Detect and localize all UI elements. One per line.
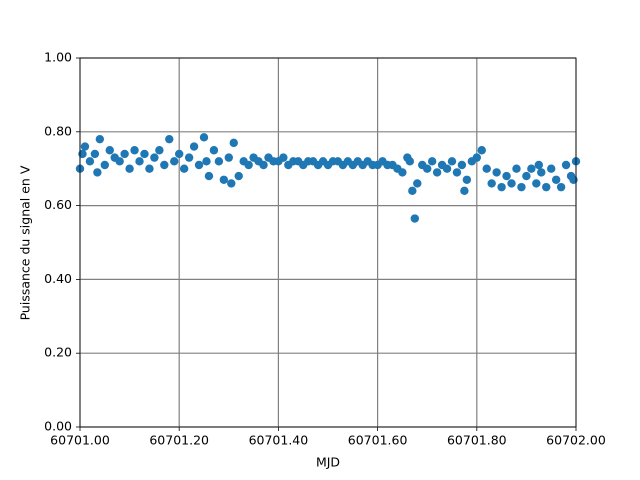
data-point (140, 149, 149, 159)
data-point (202, 157, 211, 166)
data-point (405, 157, 415, 166)
data-point (462, 175, 472, 184)
data-point (229, 138, 238, 148)
data-point (556, 182, 566, 192)
data-point (78, 149, 87, 159)
data-point (410, 214, 419, 223)
data-point (487, 179, 496, 188)
data-point (175, 149, 184, 159)
plot-frame (79, 57, 577, 428)
data-point (472, 153, 481, 162)
data-point (234, 171, 243, 181)
data-point (432, 168, 442, 177)
y-tick-label: 0.40 (44, 271, 72, 286)
data-point (130, 146, 139, 155)
data-point (427, 157, 437, 166)
data-point (569, 175, 578, 184)
data-point (398, 168, 407, 177)
data-point (447, 157, 457, 166)
y-tick-label: 0.20 (44, 345, 72, 360)
data-point (214, 157, 224, 166)
data-point (512, 164, 521, 173)
data-point (85, 157, 95, 166)
data-point (115, 157, 124, 166)
data-point (452, 168, 462, 177)
data-point (413, 179, 422, 188)
data-point (551, 175, 561, 184)
data-point (93, 168, 102, 177)
x-tick-label: 60701.40 (249, 433, 309, 448)
data-point (170, 157, 179, 166)
data-point (125, 164, 134, 173)
data-point (542, 182, 551, 192)
data-point (408, 186, 417, 196)
data-point (160, 160, 169, 170)
x-axis-label: MJD (316, 455, 340, 470)
data-point (165, 134, 174, 144)
data-point (135, 157, 144, 166)
data-point (105, 146, 114, 155)
data-point (502, 171, 511, 181)
data-point (457, 160, 467, 170)
data-point (120, 149, 129, 159)
data-point (145, 164, 154, 173)
data-point (492, 168, 501, 177)
data-point (532, 179, 541, 188)
data-point (460, 186, 469, 196)
data-point (189, 142, 199, 151)
data-point (482, 164, 491, 173)
data-point (534, 160, 543, 170)
x-tick-label: 60701.20 (149, 433, 209, 448)
data-point (80, 142, 90, 151)
data-point (227, 179, 236, 188)
data-point (199, 133, 209, 142)
y-tick-label: 0.60 (44, 197, 72, 212)
data-point (442, 164, 452, 173)
data-point (209, 146, 219, 155)
data-point (194, 160, 204, 170)
data-point (522, 171, 531, 181)
data-point (527, 164, 536, 173)
data-point (204, 171, 214, 181)
data-point (90, 149, 100, 159)
data-point (537, 168, 546, 177)
data-point (155, 146, 164, 155)
data-point (179, 164, 189, 173)
x-tick-label: 60702.00 (546, 433, 606, 448)
data-point (150, 153, 159, 162)
data-point (279, 153, 288, 162)
data-point (507, 179, 516, 188)
data-point (95, 134, 105, 144)
data-point (219, 175, 229, 184)
x-tick-label: 60701.80 (447, 433, 507, 448)
y-tick-label: 0.00 (44, 419, 72, 434)
y-tick-label: 0.80 (44, 123, 72, 138)
x-tick-label: 60701.60 (348, 433, 408, 448)
data-point (259, 160, 268, 170)
data-point (100, 160, 110, 170)
y-axis-label: Puissance du signal en V (18, 165, 33, 320)
data-point (561, 160, 571, 170)
data-point (477, 146, 486, 155)
x-tick-label: 60701.00 (50, 433, 110, 448)
data-point (224, 153, 233, 162)
data-point (497, 182, 506, 192)
data-point (244, 160, 253, 170)
data-point (423, 164, 432, 173)
data-point (184, 153, 194, 162)
y-tick-label: 1.00 (44, 50, 72, 65)
data-point (517, 182, 526, 192)
data-point (547, 164, 556, 173)
